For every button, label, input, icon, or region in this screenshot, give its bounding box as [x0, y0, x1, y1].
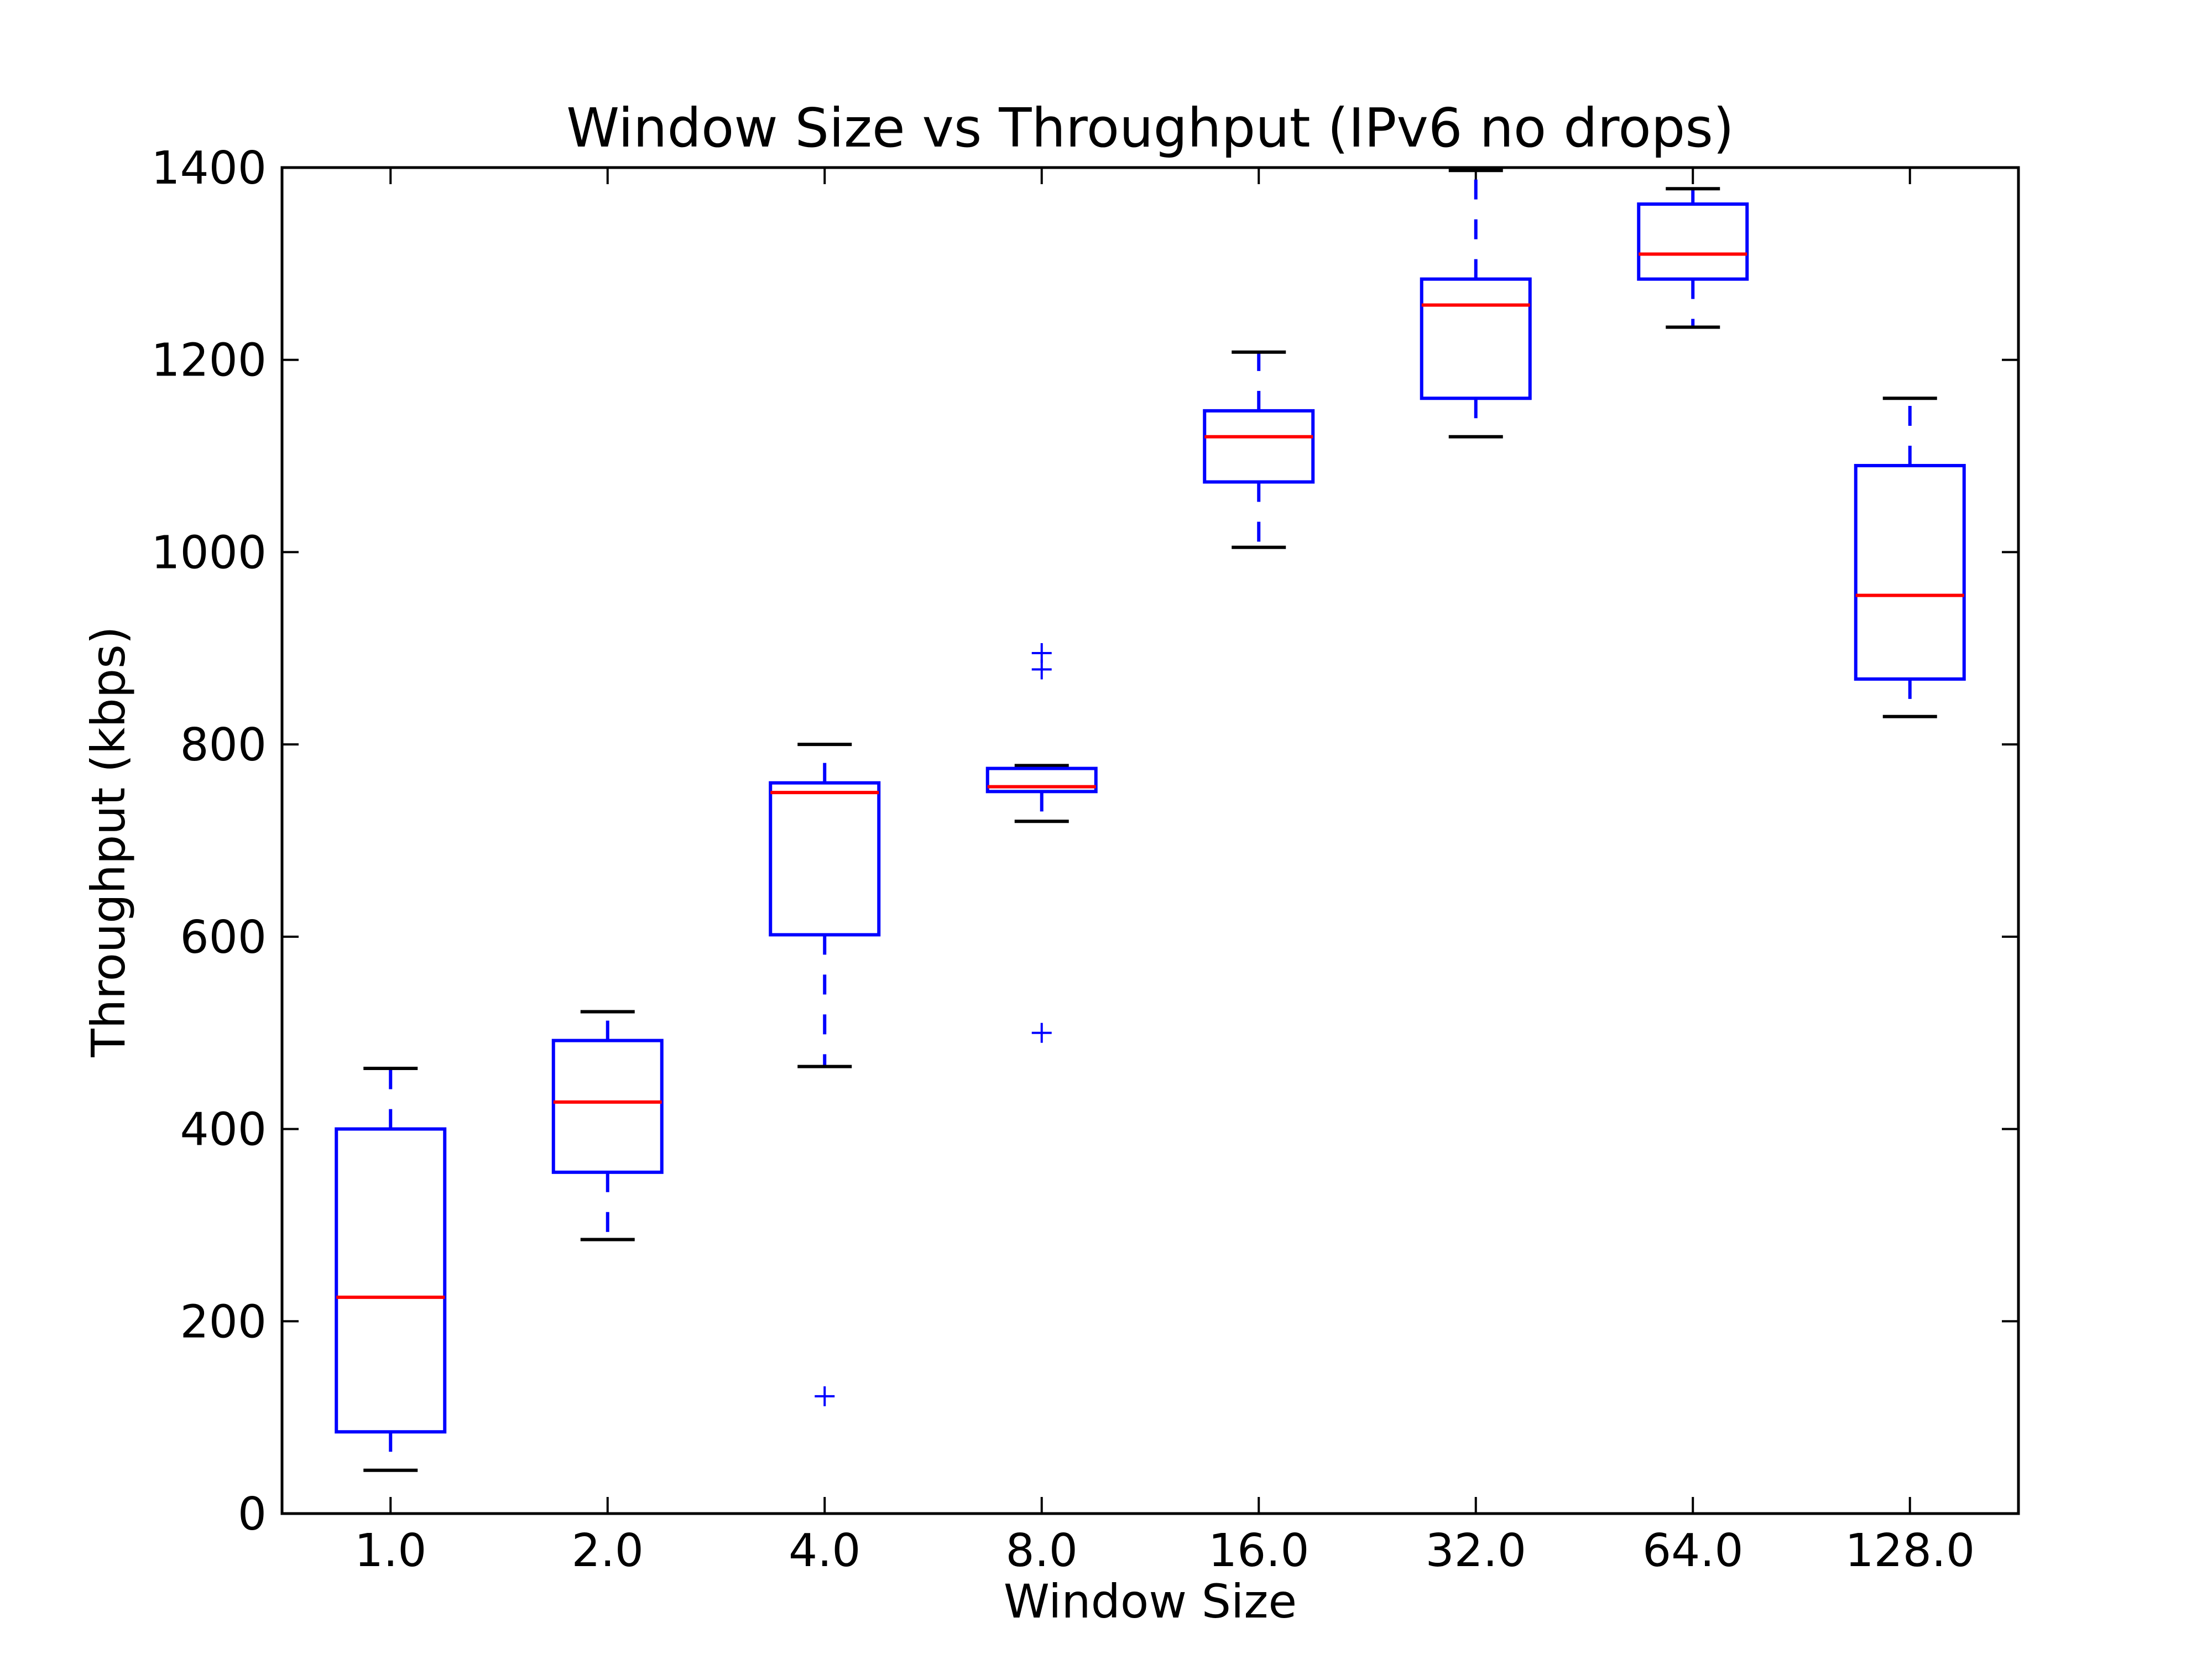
y-tick-label-1000: 1000	[151, 526, 267, 579]
y-tick-label-600: 600	[180, 911, 267, 964]
box-2.0	[551, 1039, 664, 1174]
box-32.0	[1420, 277, 1532, 400]
box-128.0	[1854, 463, 1966, 681]
outlier-8.0-2	[1031, 643, 1052, 663]
box-4.0	[769, 781, 881, 937]
box-1.0	[335, 1127, 447, 1434]
plot-area: 0 200 400 600 800 1000 1200 1400 1.0 2.0 4.0 8.0 16.…	[151, 142, 2020, 1577]
y-axis-label: Throughput (kbps)	[81, 626, 135, 1057]
x-tick-label-1.0: 1.0	[354, 1525, 426, 1577]
x-tick-label-2.0: 2.0	[572, 1525, 644, 1577]
x-tick-label-128.0: 128.0	[1845, 1525, 1975, 1577]
x-tick-label-8.0: 8.0	[1006, 1525, 1078, 1577]
x-tick-label-4.0: 4.0	[789, 1525, 860, 1577]
outlier-8.0-0	[1031, 1022, 1052, 1043]
chart-title: Window Size vs Throughput (IPv6 no drops…	[566, 97, 1734, 159]
x-tick-label-16.0: 16.0	[1208, 1525, 1310, 1577]
x-tick-label-64.0: 64.0	[1642, 1525, 1744, 1577]
x-axis-label: Window Size	[1004, 1574, 1297, 1629]
axes-frame	[280, 166, 2020, 1515]
outlier-4.0-0	[815, 1386, 835, 1406]
box-8.0	[985, 766, 1098, 794]
x-tick-label-32.0: 32.0	[1425, 1525, 1526, 1577]
y-tick-label-1400: 1400	[151, 142, 267, 195]
box-16.0	[1203, 409, 1315, 484]
y-tick-label-800: 800	[180, 719, 267, 771]
y-tick-label-0: 0	[238, 1488, 267, 1541]
y-tick-label-1200: 1200	[151, 335, 267, 387]
box-64.0	[1637, 202, 1749, 281]
y-tick-label-400: 400	[180, 1104, 267, 1156]
y-tick-label-200: 200	[180, 1296, 267, 1348]
